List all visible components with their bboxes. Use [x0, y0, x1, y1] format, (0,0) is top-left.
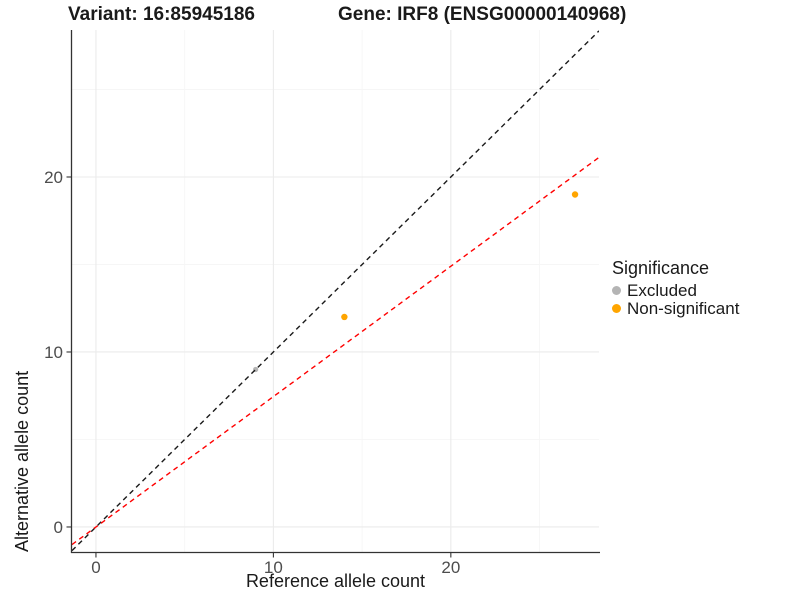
fit-line	[72, 156, 599, 546]
y-axis-label: Alternative allele count	[12, 370, 32, 552]
legend-item-label: Non-significant	[627, 299, 740, 318]
legend-title: Significance	[612, 258, 710, 278]
x-tick-label: 10	[264, 558, 283, 577]
data-point	[571, 191, 579, 198]
legend: Significance Excluded Non-significant	[612, 258, 739, 318]
data-point	[341, 313, 348, 321]
non-significant-swatch-icon	[612, 304, 621, 313]
y-tick-label: 20	[44, 168, 63, 187]
legend-item-excluded: Excluded	[612, 282, 739, 299]
plot-title-variant: Variant: 16:85945186	[68, 4, 255, 25]
identity-line	[72, 30, 599, 552]
x-tick-label: 0	[91, 558, 100, 577]
y-tick-label: 0	[54, 518, 63, 537]
y-tick-label: 10	[44, 343, 63, 362]
x-tick-label: 20	[441, 558, 460, 577]
x-axis-label: Reference allele count	[245, 571, 426, 591]
legend-item-label: Excluded	[627, 281, 697, 300]
legend-item-non-significant: Non-significant	[612, 300, 739, 317]
plot-title-gene: Gene: IRF8 (ENSG00000140968)	[338, 4, 627, 25]
excluded-swatch-icon	[612, 286, 621, 295]
